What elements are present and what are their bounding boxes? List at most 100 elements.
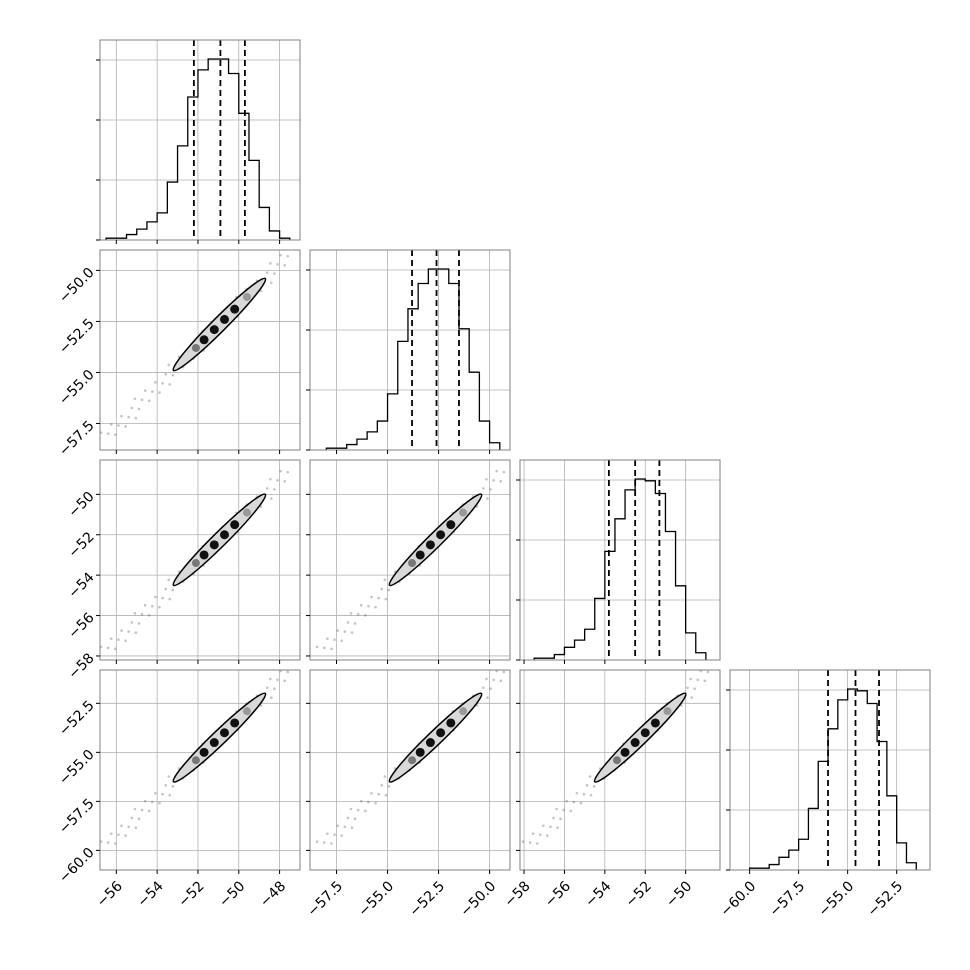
scatter-point [359, 603, 363, 607]
scatter-point [106, 646, 110, 650]
contour-point [230, 304, 240, 314]
scatter-point [283, 264, 286, 267]
contour-point [209, 325, 219, 335]
scatter-point [340, 834, 344, 837]
scatter-point [387, 785, 391, 788]
scatter-point [100, 431, 103, 434]
contour-point [436, 530, 446, 540]
scatter-point [528, 841, 532, 844]
scatter-point [124, 639, 127, 643]
scatter-point [482, 487, 485, 490]
scatter-point [315, 645, 319, 649]
scatter-point [269, 677, 272, 681]
y-tick-label: −55.0 [56, 367, 98, 409]
scatter-point [315, 840, 319, 843]
scatter-point [359, 799, 363, 803]
scatter-point [326, 832, 329, 835]
contour-point [436, 728, 446, 738]
scatter-point [137, 817, 141, 821]
scatter-point [693, 687, 696, 691]
scatter-point [569, 809, 573, 813]
contour-point [230, 520, 240, 530]
contour-point [415, 747, 425, 757]
scatter-point [168, 383, 172, 386]
scatter-point [127, 415, 130, 419]
scatter-point [346, 816, 350, 820]
scatter-point [489, 687, 492, 691]
contour-point [459, 508, 468, 517]
contour-point [640, 728, 650, 738]
axes-spine [519, 669, 721, 871]
scatter-point [167, 775, 171, 778]
scatter-point [703, 679, 707, 683]
scatter-point [343, 630, 347, 633]
scatter-point [286, 254, 290, 258]
scatter-point [168, 597, 172, 601]
scatter-point [336, 629, 339, 632]
scatter-point [158, 801, 161, 805]
scatter-point [482, 686, 485, 690]
scatter-point [279, 253, 282, 257]
scatter-point [542, 824, 545, 828]
scatter-point [273, 687, 276, 691]
scatter-point [114, 842, 117, 845]
scatter-point [374, 801, 377, 805]
scatter-point [535, 842, 539, 845]
scatter-point [269, 477, 272, 481]
scatter-point [114, 433, 117, 436]
histogram-0 [105, 58, 291, 240]
scatter-point [151, 800, 154, 804]
contour-point [408, 559, 417, 568]
x-tick-label: −55.0 [816, 878, 858, 920]
y-tick-label: −50.0 [56, 265, 98, 307]
scatter-point [592, 785, 596, 788]
contour-point [209, 738, 219, 748]
scatter-point [370, 791, 373, 795]
x-tick-label: −52.5 [865, 878, 907, 920]
x-tick-label: −60.0 [718, 878, 760, 920]
scatter-point [499, 479, 503, 483]
scatter-point [259, 289, 263, 293]
scatter-point [100, 840, 103, 843]
scatter-point [143, 389, 147, 392]
scatter-point [538, 833, 542, 836]
scatter-point [273, 272, 276, 275]
scatter-point [161, 792, 164, 796]
x-tick-label: −55.0 [356, 878, 398, 920]
contour-point [199, 335, 209, 345]
scatter-point [367, 604, 370, 608]
scatter-point [168, 793, 172, 797]
scatter-point [380, 587, 384, 591]
scatter-point [106, 432, 110, 435]
scatter-point [384, 597, 388, 601]
scatter-point [161, 596, 164, 600]
scatter-point [133, 612, 137, 615]
axes-spine [99, 39, 301, 241]
scatter-point [353, 817, 357, 821]
scatter-point [130, 816, 134, 820]
scatter-point [582, 792, 586, 796]
scatter-point [140, 613, 144, 616]
scatter-point [171, 785, 175, 788]
scatter-point [572, 800, 576, 804]
scatter-point [133, 397, 137, 401]
axes-spine [99, 459, 301, 661]
scatter-point [127, 630, 130, 633]
contour-point [446, 520, 456, 530]
scatter-point [323, 646, 326, 650]
scatter-point [137, 407, 141, 411]
scatter-point [167, 363, 171, 367]
contour-point [459, 707, 468, 716]
contour-point [242, 508, 251, 517]
scatter-point [686, 686, 689, 690]
contour-point [191, 343, 200, 352]
scatter-point [270, 281, 273, 285]
scatter-point [336, 824, 339, 828]
scatter-point [579, 801, 583, 805]
scatter-point [485, 677, 488, 681]
contour-point [191, 756, 200, 765]
scatter-point [124, 425, 127, 428]
scatter-point [485, 477, 488, 481]
scatter-point [140, 808, 144, 812]
histogram-1 [325, 268, 501, 450]
